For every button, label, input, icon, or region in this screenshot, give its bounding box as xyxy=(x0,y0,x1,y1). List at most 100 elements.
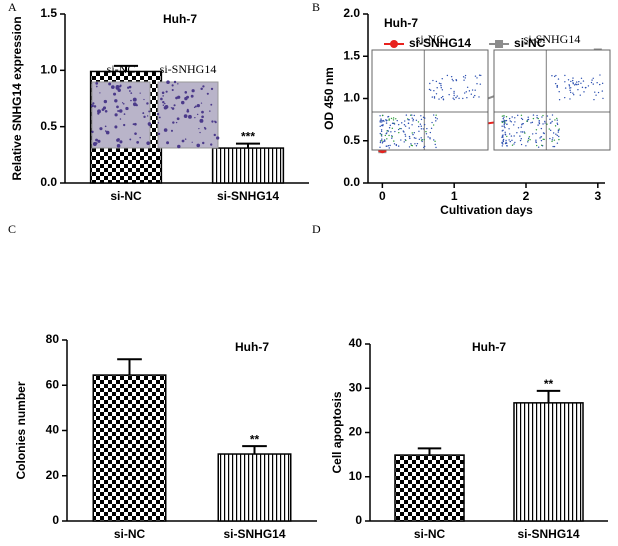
image-speck xyxy=(166,141,170,145)
image-speck xyxy=(527,116,529,118)
x-tick-label: 1 xyxy=(451,189,458,203)
image-speck xyxy=(403,141,405,143)
image-speck xyxy=(413,137,416,139)
image-speck xyxy=(388,134,390,137)
significance: *** xyxy=(241,130,255,144)
image-speck xyxy=(435,114,437,116)
image-speck xyxy=(503,116,505,118)
image-speck xyxy=(551,139,553,141)
image-speck xyxy=(506,145,508,147)
image-speck xyxy=(521,131,524,133)
image-speck xyxy=(122,102,125,105)
image-speck xyxy=(166,80,170,84)
legend-item: si-NC xyxy=(489,36,546,50)
image-speck xyxy=(527,141,529,143)
image-speck xyxy=(203,126,206,129)
image-speck xyxy=(509,120,511,122)
image-speck xyxy=(382,141,384,143)
y-tick-label: 0.5 xyxy=(40,119,57,133)
image-speck xyxy=(569,87,571,89)
image-speck xyxy=(502,136,504,138)
image-speck xyxy=(519,139,522,142)
image-label: si-NC xyxy=(107,62,136,76)
y-tick-label: 10 xyxy=(349,469,363,483)
image-speck xyxy=(587,85,590,87)
image-speck xyxy=(170,107,173,109)
image-frame xyxy=(91,81,151,149)
image-speck xyxy=(380,129,383,131)
image-speck xyxy=(536,144,538,147)
image-speck xyxy=(577,83,580,86)
image-speck xyxy=(538,121,540,123)
image-speck xyxy=(395,118,397,120)
image-speck xyxy=(524,132,526,134)
image-speck xyxy=(527,139,529,141)
image-speck xyxy=(542,114,544,117)
image-speck xyxy=(542,123,544,125)
image-speck xyxy=(407,122,410,125)
y-tick-label: 20 xyxy=(46,468,60,482)
image-speck xyxy=(542,132,545,134)
image-speck xyxy=(380,118,382,120)
y-tick-label: 40 xyxy=(349,336,363,350)
image-speck xyxy=(420,137,422,139)
image-speck xyxy=(411,132,413,134)
image-speck xyxy=(463,92,466,94)
image-speck xyxy=(95,85,98,88)
image-speck xyxy=(599,83,601,86)
image-speck xyxy=(575,81,578,83)
image-speck xyxy=(202,85,205,88)
image-speck xyxy=(147,122,152,126)
image-speck xyxy=(557,131,560,133)
image-speck xyxy=(592,83,594,85)
image-speck xyxy=(510,135,513,137)
image-speck xyxy=(432,79,434,82)
image-speck xyxy=(389,124,391,127)
image-speck xyxy=(411,124,413,126)
image-speck xyxy=(508,128,510,130)
image-speck xyxy=(530,122,532,124)
image-speck xyxy=(540,139,543,142)
image-speck xyxy=(476,83,478,85)
image-speck xyxy=(210,143,213,146)
image-speck xyxy=(397,128,400,131)
image-speck xyxy=(392,117,395,119)
y-tick-label: 1.5 xyxy=(40,6,57,20)
image-speck xyxy=(502,139,504,142)
image-speck xyxy=(599,74,601,76)
image-speck xyxy=(423,146,425,149)
image-speck xyxy=(537,124,539,126)
image-speck xyxy=(433,90,435,92)
image-speck xyxy=(540,136,542,138)
image-speck xyxy=(127,86,130,89)
image-speck xyxy=(104,109,108,113)
image-speck xyxy=(160,97,163,101)
image-speck xyxy=(554,119,556,121)
image xyxy=(156,80,220,149)
image-speck xyxy=(102,106,107,110)
image-speck xyxy=(104,130,107,132)
bar xyxy=(211,147,285,184)
y-axis-label: Colonies number xyxy=(14,381,28,479)
image-speck xyxy=(177,83,179,85)
image-speck xyxy=(423,138,425,141)
image-speck xyxy=(535,132,537,135)
image-speck xyxy=(191,89,195,93)
error-bar xyxy=(536,389,561,403)
image-speck xyxy=(397,145,400,147)
image-speck xyxy=(505,139,507,142)
image-speck xyxy=(434,117,437,119)
image-speck xyxy=(501,125,503,127)
image-speck xyxy=(429,82,431,85)
image-speck xyxy=(389,144,391,147)
image-speck xyxy=(420,139,423,141)
legend-label: si-NC xyxy=(514,36,546,50)
image-speck xyxy=(503,125,505,128)
image-speck xyxy=(381,114,384,117)
image-speck xyxy=(427,136,429,138)
image-speck xyxy=(558,138,560,141)
image-speck xyxy=(115,85,120,89)
image-speck xyxy=(393,140,395,142)
image-speck xyxy=(216,136,220,140)
